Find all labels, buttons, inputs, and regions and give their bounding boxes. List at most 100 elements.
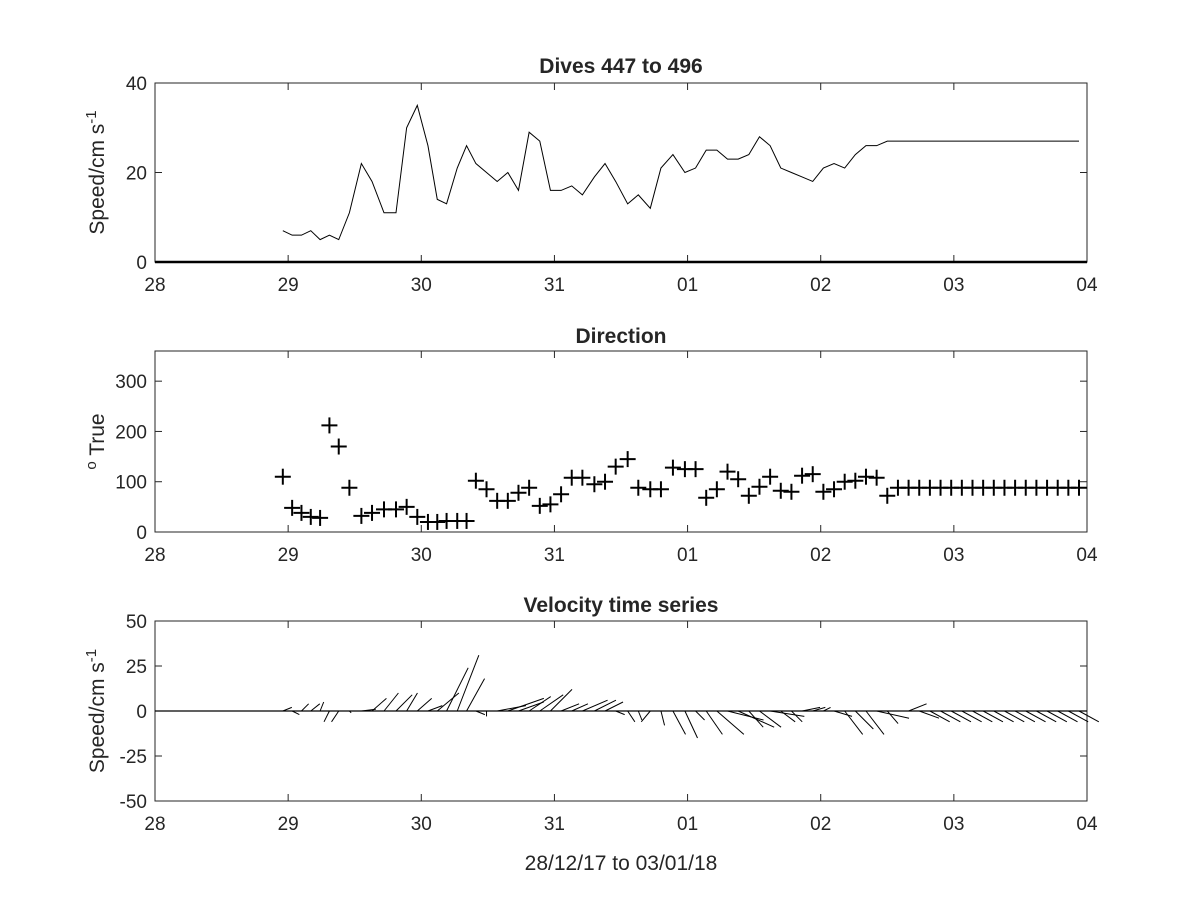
velocity-stick [716, 710, 745, 735]
y-tick-label: 100 [115, 473, 147, 494]
velocity-stick [371, 698, 387, 712]
y-tick-label: 40 [126, 74, 147, 95]
velocity-stick [1025, 710, 1046, 723]
direction-point [274, 468, 291, 485]
velocity-stick [507, 697, 544, 712]
direction-point [826, 481, 843, 498]
velocity-stick [282, 706, 293, 712]
direction-point [478, 481, 495, 498]
velocity-stick [475, 710, 486, 716]
velocity-stick [518, 701, 544, 712]
x-tick-label: 01 [677, 545, 698, 566]
direction-point [868, 469, 885, 486]
velocity-stick [833, 710, 853, 717]
direction-point [740, 487, 757, 504]
direction-point [1071, 479, 1088, 496]
velocity-stick [416, 698, 433, 712]
velocity-stick [865, 710, 885, 735]
direction-point [664, 459, 681, 476]
x-tick-label: 29 [278, 545, 299, 566]
y-tick-label: -50 [120, 792, 147, 813]
velocity-stick [310, 703, 321, 712]
velocity-stick [748, 710, 764, 728]
y-tick-label: 0 [136, 702, 147, 723]
y-tick-label: 25 [126, 657, 147, 678]
velocity-stick [395, 694, 413, 712]
direction-point [284, 499, 301, 516]
direction-point [619, 451, 636, 468]
x-tick-label: 28 [144, 545, 165, 566]
x-tick-label: 29 [278, 275, 299, 296]
velocity-stick [560, 703, 580, 712]
velocity-stick [672, 710, 686, 735]
velocity-stick [684, 710, 698, 739]
direction-point [630, 479, 647, 496]
velocity-stick [1046, 710, 1068, 723]
velocity-stick [406, 692, 418, 712]
direction-point [293, 504, 310, 521]
x-axis-label: 28/12/17 to 03/01/18 [525, 852, 718, 875]
velocity-stick [1036, 710, 1057, 723]
y-axis-label: Speed/cm s-1 [83, 649, 110, 773]
velocity-stick [993, 710, 1014, 723]
y-tick-label: 20 [126, 164, 147, 185]
velocity-stick [1078, 710, 1100, 723]
direction-point [687, 461, 704, 478]
direction-point [531, 497, 548, 514]
direction-point [398, 498, 415, 515]
direction-point [353, 507, 370, 524]
velocity-panel: Velocity time series 28 29 30 31 01 02 03 04 -50… [83, 594, 1100, 835]
x-tick-label: 01 [677, 275, 698, 296]
velocity-stick [660, 710, 666, 726]
velocity-stick [640, 710, 651, 723]
y-axis-label: Speed/cm s-1 [83, 110, 110, 234]
velocity-stick [908, 703, 927, 712]
velocity-stick [466, 678, 485, 712]
velocity-stick [801, 706, 821, 712]
velocity-axes: 28 29 30 31 01 02 03 04 -50 -25 0 25 50 Speed/cm s-1 [83, 612, 1100, 835]
x-tick-label: 04 [1076, 275, 1098, 296]
direction-point [302, 508, 319, 525]
velocity-stick [528, 696, 552, 712]
direction-point [542, 496, 559, 513]
direction-point [772, 482, 789, 499]
velocity-stick [950, 710, 972, 723]
velocity-stick [550, 689, 573, 712]
velocity-stick [705, 710, 723, 735]
x-tick-label: 04 [1076, 545, 1098, 566]
velocity-stick [637, 710, 643, 721]
velocity-stick [615, 710, 625, 716]
direction-point [458, 512, 475, 529]
direction-point [698, 489, 715, 506]
velocity-stick [972, 710, 993, 723]
direction-point [409, 508, 426, 525]
velocity-stick [780, 710, 796, 723]
direction-point [387, 501, 404, 518]
velocity-stick [571, 703, 589, 712]
direction-point [586, 476, 603, 493]
velocity-stick [1057, 710, 1078, 723]
speed-panel: Dives 447 to 496 28 29 30 31 01 02 03 04 0 20 40 Sp… [83, 55, 1098, 296]
speed-line [282, 103, 1080, 241]
y-tick-label: 0 [136, 253, 147, 274]
velocity-stick [812, 706, 826, 712]
direction-point [815, 483, 832, 500]
direction-point [330, 438, 347, 455]
velocity-stick [349, 710, 352, 714]
direction-point [836, 473, 853, 490]
y-tick-label: 50 [126, 612, 147, 633]
velocity-stick [456, 655, 480, 712]
x-tick-label: 28 [144, 275, 165, 296]
velocity-stick [770, 710, 805, 717]
direction-point [783, 483, 800, 500]
x-tick-label: 28 [144, 814, 165, 835]
direction-point [553, 486, 570, 503]
velocity-stick [759, 710, 782, 728]
speed-axes: 28 29 30 31 01 02 03 04 0 20 40 Speed/cm s-1 [83, 74, 1098, 296]
x-tick-label: 04 [1076, 814, 1098, 835]
direction-point [597, 473, 614, 490]
velocity-stick [436, 692, 460, 712]
direction-point [879, 487, 896, 504]
direction-point [794, 467, 811, 484]
